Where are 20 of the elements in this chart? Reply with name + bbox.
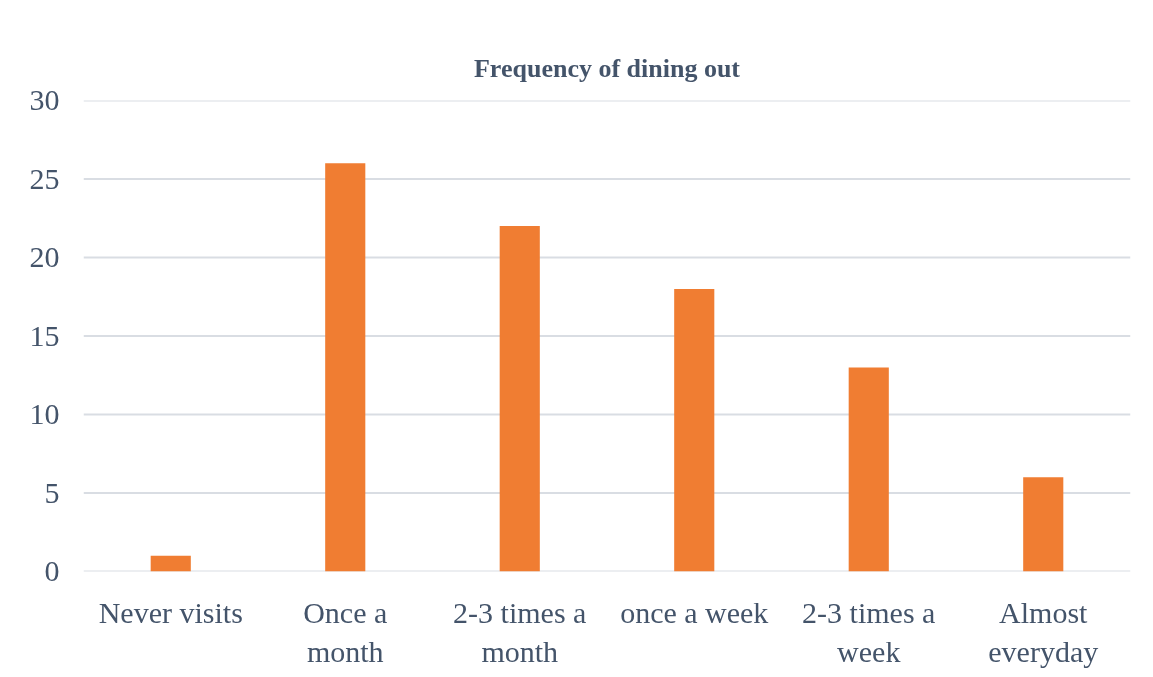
chart-title: Frequency of dining out [473, 53, 741, 83]
x-tick-label: Almost everyday [988, 595, 1099, 669]
x-tick-label: 2-3 times a month [453, 595, 587, 669]
y-tick-label: 0 [44, 554, 60, 587]
x-tick-label: Once a month [303, 595, 388, 669]
y-tick-label: 25 [29, 161, 60, 195]
bar [848, 367, 889, 572]
bar [325, 163, 366, 572]
bar [499, 226, 540, 572]
x-tick-label: once a week [620, 595, 769, 629]
y-tick-label: 30 [29, 83, 60, 116]
x-tick-label: Never visits [98, 595, 243, 629]
y-tick-label: 20 [29, 240, 60, 273]
y-tick-label: 10 [29, 397, 60, 430]
bar [1023, 477, 1064, 572]
bar [150, 555, 191, 572]
x-tick-label: 2-3 times a week [802, 595, 936, 669]
y-tick-label: 15 [29, 318, 60, 352]
y-tick-label: 5 [44, 475, 60, 509]
bar [674, 288, 715, 572]
